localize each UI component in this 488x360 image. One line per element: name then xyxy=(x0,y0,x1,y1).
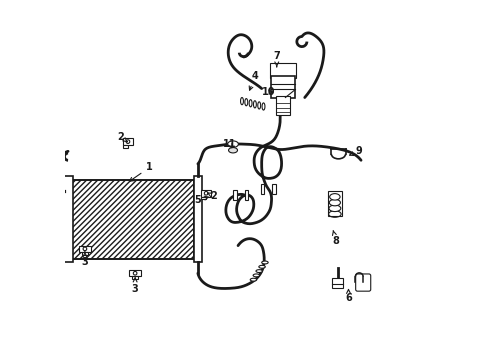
Ellipse shape xyxy=(240,98,243,105)
Text: 5: 5 xyxy=(194,195,208,205)
Text: 4: 4 xyxy=(249,71,258,90)
Bar xyxy=(276,96,289,116)
Ellipse shape xyxy=(262,103,264,110)
Ellipse shape xyxy=(227,141,238,147)
Ellipse shape xyxy=(255,270,262,273)
Bar xyxy=(193,176,202,262)
Text: 2: 2 xyxy=(207,191,217,201)
Ellipse shape xyxy=(249,100,251,107)
Ellipse shape xyxy=(244,99,247,106)
Bar xyxy=(332,278,343,288)
Ellipse shape xyxy=(261,261,267,264)
FancyBboxPatch shape xyxy=(355,274,370,291)
Ellipse shape xyxy=(250,278,256,281)
Ellipse shape xyxy=(258,265,265,268)
Bar xyxy=(72,180,194,259)
Ellipse shape xyxy=(328,205,340,212)
Text: 2: 2 xyxy=(117,132,127,142)
Bar xyxy=(79,246,91,252)
Text: 1: 1 xyxy=(129,162,153,181)
Bar xyxy=(201,197,206,199)
Bar xyxy=(244,190,248,200)
Bar xyxy=(72,180,194,259)
Bar xyxy=(122,145,128,148)
Bar xyxy=(129,270,141,276)
Text: 7: 7 xyxy=(273,51,280,67)
Ellipse shape xyxy=(328,211,341,217)
Bar xyxy=(271,76,294,98)
Bar xyxy=(201,190,211,197)
Text: 6: 6 xyxy=(345,289,351,303)
Bar xyxy=(81,252,88,255)
Bar xyxy=(327,191,341,216)
Bar xyxy=(260,184,264,194)
Ellipse shape xyxy=(253,101,256,108)
Text: 9: 9 xyxy=(349,146,362,156)
Bar xyxy=(64,176,73,262)
Bar xyxy=(269,63,296,78)
Bar xyxy=(272,184,275,194)
Text: 3: 3 xyxy=(131,278,138,294)
Text: 11: 11 xyxy=(223,139,236,149)
Text: 10: 10 xyxy=(262,87,275,97)
Bar xyxy=(233,190,236,200)
Ellipse shape xyxy=(253,274,259,277)
Ellipse shape xyxy=(328,199,340,206)
Ellipse shape xyxy=(329,194,339,200)
Ellipse shape xyxy=(257,102,260,109)
Text: 3: 3 xyxy=(81,252,88,267)
Ellipse shape xyxy=(228,148,237,153)
Bar xyxy=(132,276,138,279)
Text: 8: 8 xyxy=(332,230,339,246)
Bar xyxy=(122,138,133,145)
